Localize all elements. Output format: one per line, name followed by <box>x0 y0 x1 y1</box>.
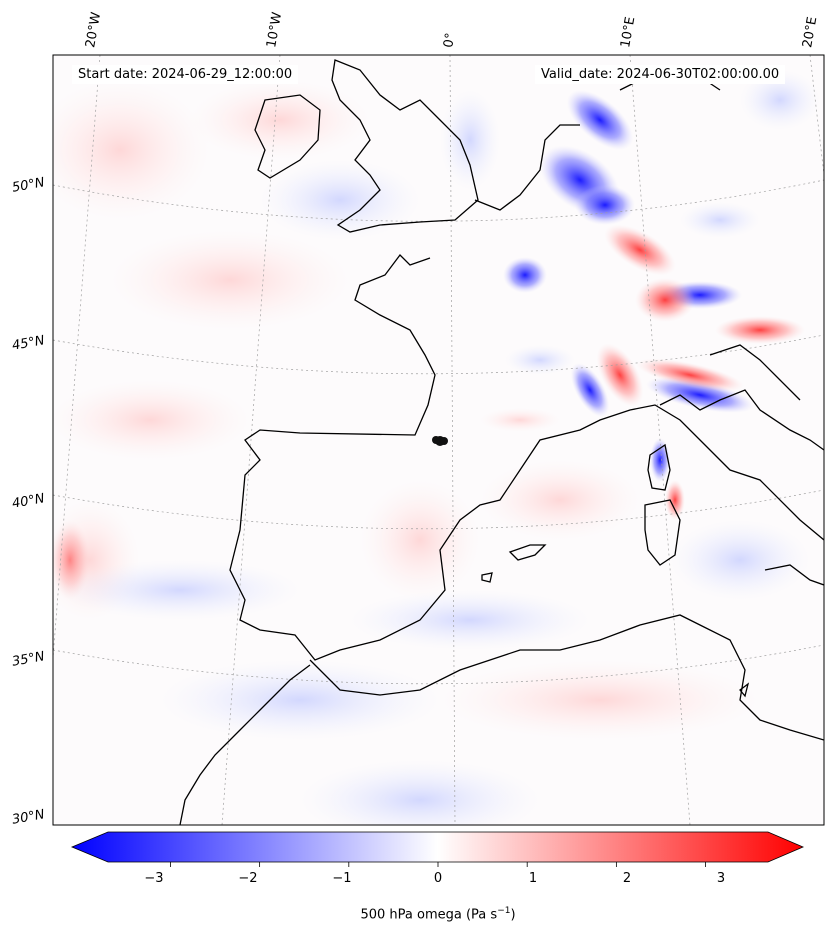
colorbar-axis-label: 500 hPa omega (Pa s−1) <box>360 906 516 923</box>
colorbar-tick-label: 2 <box>622 871 632 886</box>
start-date-label: Start date: 2024-06-29_12:00:00 <box>72 65 299 84</box>
omega-field <box>53 55 824 825</box>
graticule <box>53 55 824 825</box>
colorbar-tick-label: −1 <box>332 871 352 886</box>
colorbar <box>70 831 805 867</box>
colorbar-tick-label: −3 <box>144 871 164 886</box>
map-frame <box>52 54 825 826</box>
colorbar-tick-label: −2 <box>238 871 258 886</box>
colorbar-tick-label: 0 <box>433 871 443 886</box>
valid-date-label: Valid_date: 2024-06-30T02:00:00.00 <box>535 65 786 84</box>
colorbar-tick-label: 1 <box>528 871 538 886</box>
colorbar-bar <box>70 831 805 863</box>
colorbar-tick-label: 3 <box>716 871 726 886</box>
